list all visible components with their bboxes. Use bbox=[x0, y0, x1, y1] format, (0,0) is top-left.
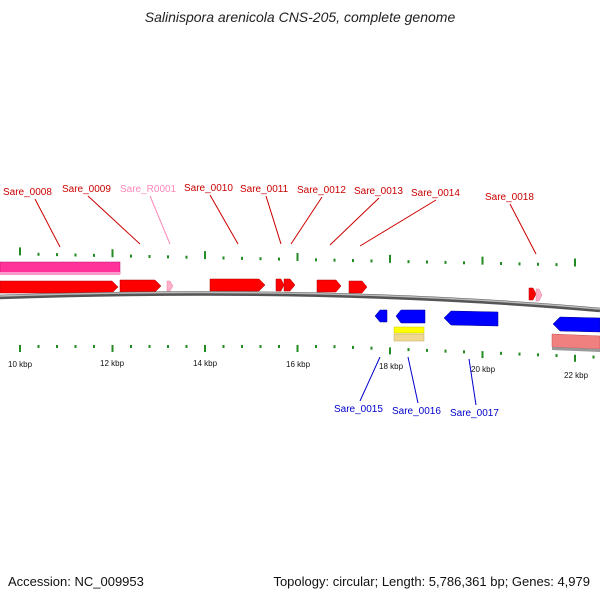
gene-label-reverse: Sare_0017 bbox=[450, 408, 499, 419]
cds-band-reverse bbox=[551, 333, 600, 350]
reverse-feature-bands bbox=[393, 326, 600, 352]
scale-label: 14 kbp bbox=[193, 359, 218, 368]
leader-line bbox=[359, 199, 437, 247]
forward-feature-band bbox=[0, 261, 121, 275]
leader-line bbox=[329, 197, 380, 246]
outer-tick-marks bbox=[19, 247, 576, 267]
forward-genes bbox=[0, 278, 543, 302]
genome-backbone bbox=[0, 291, 600, 313]
yellow-band bbox=[393, 326, 425, 334]
gene-arrow-sare-0018-rna bbox=[535, 288, 543, 302]
scale-label: 22 kbp bbox=[564, 371, 589, 380]
gene-arrow-sare-0018 bbox=[528, 287, 537, 301]
cds-band-forward-shadow bbox=[0, 272, 120, 275]
gene-arrow-sare-0008 bbox=[0, 280, 119, 294]
tan-band bbox=[393, 333, 425, 342]
gene-arrow-right-edge bbox=[552, 316, 600, 333]
gene-arrow-sare-0009 bbox=[119, 279, 162, 293]
leader-line bbox=[290, 196, 323, 245]
gene-arrow-sare-0017 bbox=[443, 310, 499, 327]
leader-line bbox=[149, 195, 171, 245]
gene-label-reverse: Sare_0015 bbox=[334, 404, 383, 415]
gene-labels: Sare_0008 Sare_0009 Sare_R0001 Sare_0010 Sar… bbox=[3, 183, 534, 419]
gene-label-reverse: Sare_0016 bbox=[392, 406, 441, 417]
gene-label-forward: Sare_0011 bbox=[240, 184, 289, 195]
gene-label-forward: Sare_0013 bbox=[354, 186, 403, 197]
accession-text: Accession: NC_009953 bbox=[8, 574, 144, 589]
scale-label: 12 kbp bbox=[100, 359, 125, 368]
label-leader-lines bbox=[34, 194, 537, 406]
gene-label-forward: Sare_0012 bbox=[297, 185, 346, 196]
leader-line bbox=[209, 194, 239, 245]
scale-label: 16 kbp bbox=[286, 360, 311, 369]
leader-line bbox=[87, 195, 141, 245]
gene-arrow-sare-0010 bbox=[209, 278, 266, 292]
gene-arrow-sare-0015 bbox=[374, 309, 388, 323]
gene-label-forward: Sare_0010 bbox=[184, 183, 233, 194]
inner-tick-marks bbox=[19, 345, 595, 362]
leader-line bbox=[359, 356, 381, 402]
leader-line bbox=[468, 358, 477, 406]
leader-line bbox=[509, 203, 537, 255]
gene-arrow-sare-0013 bbox=[316, 279, 342, 293]
scale-label: 18 kbp bbox=[379, 362, 404, 371]
scale-label: 10 kbp bbox=[8, 360, 33, 369]
scale-labels: 10 kbp 12 kbp 14 kbp 16 kbp 18 kbp 20 kbp 22 k… bbox=[8, 359, 589, 380]
gene-label-forward: Sare_0008 bbox=[3, 187, 52, 198]
leader-line bbox=[407, 356, 419, 404]
gene-label-forward: Sare_R0001 bbox=[120, 184, 177, 195]
reverse-genes bbox=[374, 309, 600, 333]
gene-arrow-sare-0016 bbox=[395, 309, 426, 324]
gene-label-forward: Sare_0014 bbox=[411, 188, 460, 199]
leader-line bbox=[265, 195, 282, 245]
gene-label-forward: Sare_0018 bbox=[485, 192, 534, 203]
gene-label-forward: Sare_0009 bbox=[62, 184, 111, 195]
gene-arrow-sare-0014 bbox=[348, 280, 368, 294]
leader-line bbox=[34, 198, 61, 248]
genome-summary-text: Topology: circular; Length: 5,786,361 bp… bbox=[273, 574, 590, 589]
scale-label: 20 kbp bbox=[471, 365, 496, 374]
gene-arrow-sare-0012 bbox=[283, 278, 296, 292]
cds-band-reverse-shadow bbox=[552, 347, 600, 352]
map-title: Salinispora arenicola CNS-205, complete … bbox=[144, 9, 456, 25]
gene-arrow-sare-0011 bbox=[275, 278, 285, 292]
gene-arrow-sare-r0001 bbox=[166, 280, 174, 292]
